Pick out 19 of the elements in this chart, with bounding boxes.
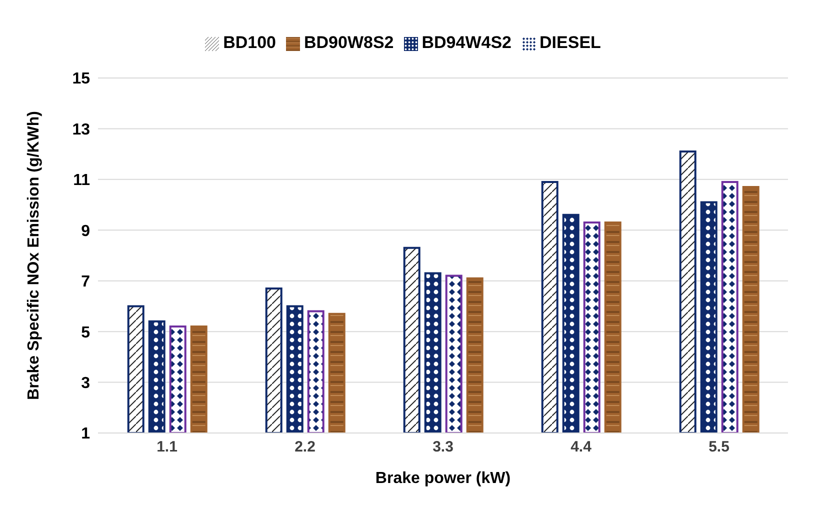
y-axis-title: Brake Specific NOx Emission (g/KWh) bbox=[26, 111, 43, 400]
y-tick-label: 11 bbox=[73, 172, 90, 190]
y-tick-label: 3 bbox=[81, 374, 90, 392]
y-tick-label: 13 bbox=[72, 121, 90, 138]
x-tick-label: 1.1 bbox=[156, 438, 178, 456]
y-tick-label: 7 bbox=[81, 274, 90, 291]
y-tick-label: 9 bbox=[81, 222, 90, 240]
x-tick-label: 3.3 bbox=[432, 438, 454, 456]
y-tick-label: 15 bbox=[72, 70, 90, 88]
x-tick-label: 4.4 bbox=[570, 438, 592, 456]
y-tick-label: 1 bbox=[81, 426, 90, 443]
x-tick-label: 2.2 bbox=[294, 438, 316, 456]
x-tick-label: 5.5 bbox=[708, 438, 730, 456]
x-axis-title: Brake power (kW) bbox=[375, 470, 511, 487]
legend-label: BD100 bbox=[223, 33, 276, 52]
legend-label: DIESEL bbox=[540, 33, 601, 52]
legend-label: BD94W4S2 bbox=[422, 33, 512, 52]
legend-label: BD90W8S2 bbox=[304, 33, 394, 52]
y-tick-label: 5 bbox=[81, 324, 90, 342]
